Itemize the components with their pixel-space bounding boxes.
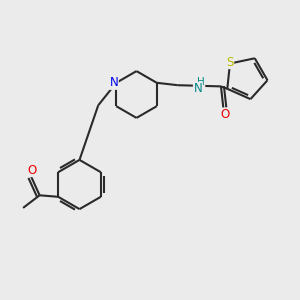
- Text: O: O: [28, 164, 37, 177]
- Text: O: O: [220, 108, 230, 121]
- Text: N: N: [194, 82, 202, 95]
- Text: S: S: [226, 56, 234, 68]
- Text: H: H: [197, 77, 205, 87]
- Text: N: N: [110, 76, 118, 89]
